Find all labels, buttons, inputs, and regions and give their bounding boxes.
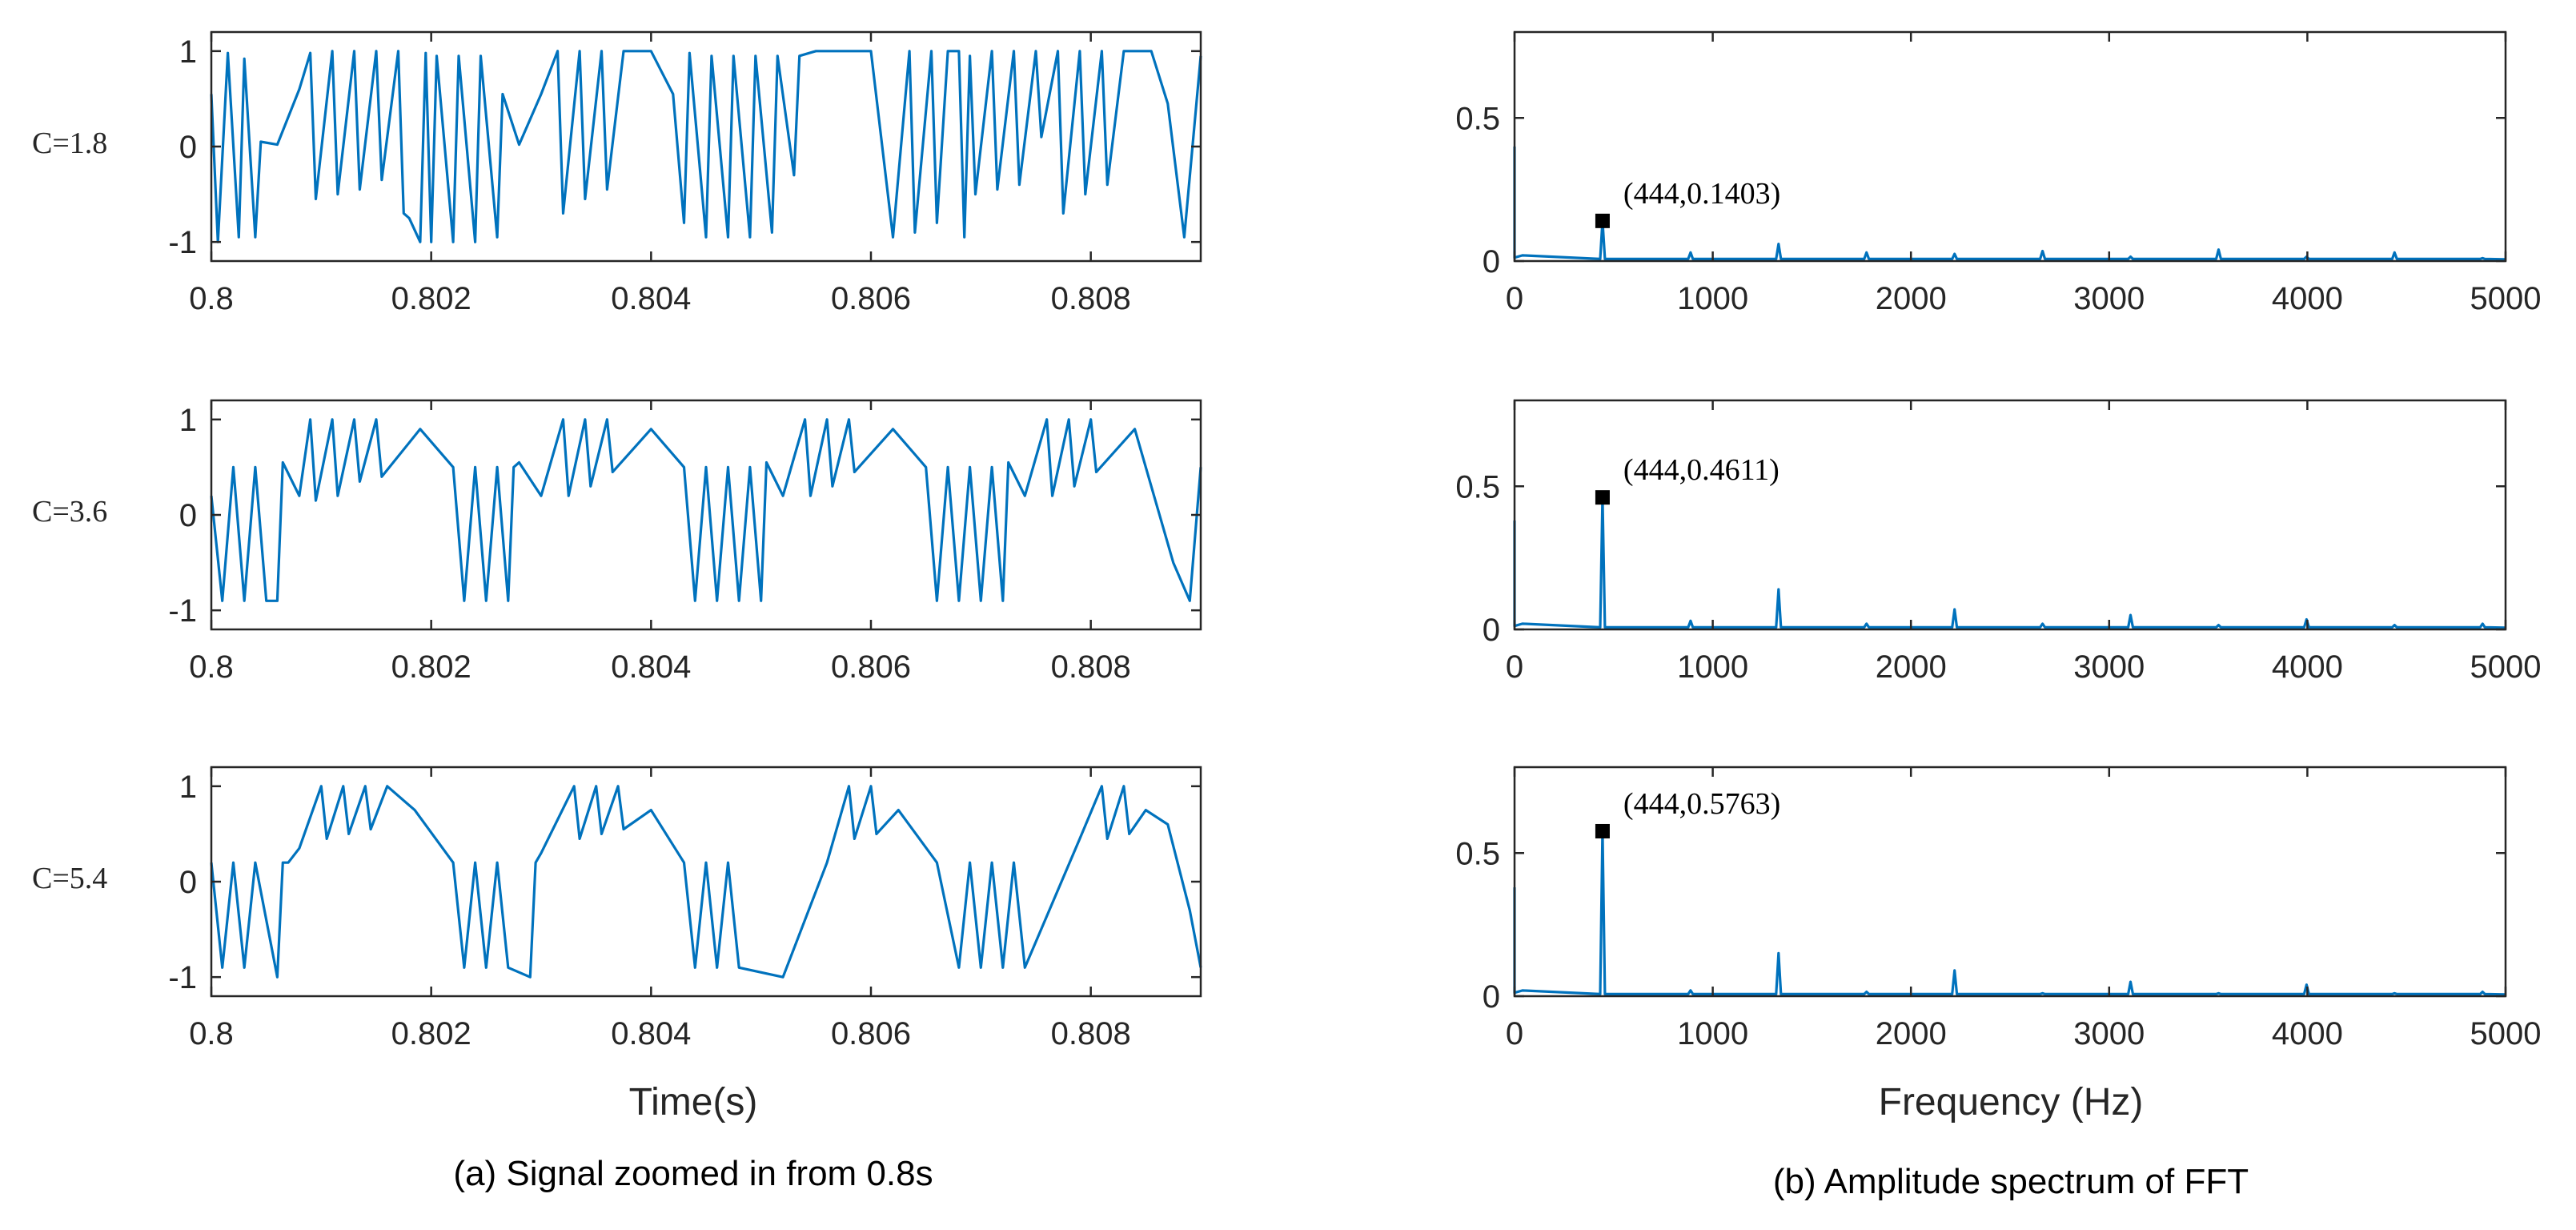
condition-label: C=3.6 xyxy=(32,495,107,529)
y-tick-label: 1 xyxy=(179,34,197,70)
y-tick-label: 0.5 xyxy=(1455,101,1500,136)
x-tick-label: 0.8 xyxy=(189,1016,234,1051)
axes-frame xyxy=(1513,30,2507,263)
x-tick-label: 0.806 xyxy=(831,281,911,316)
signal-line xyxy=(210,785,1202,979)
signal-line xyxy=(210,418,1202,602)
peak-annotation: (444,0.1403) xyxy=(1623,177,1780,211)
peak-marker xyxy=(1595,213,1610,228)
x-tick-label: 0 xyxy=(1506,1016,1523,1051)
x-tick-label: 4000 xyxy=(2272,281,2343,316)
x-tick-label: 0 xyxy=(1506,281,1523,316)
spectrum-line xyxy=(1513,830,2506,996)
x-tick-label: 0.804 xyxy=(611,281,691,316)
y-tick-label: 0.5 xyxy=(1455,469,1500,504)
x-tick-label: 0.802 xyxy=(391,1016,471,1051)
x-tick-label: 1000 xyxy=(1677,649,1748,685)
x-tick-label: 3000 xyxy=(2073,649,2145,685)
peak-marker xyxy=(1595,490,1610,505)
x-tick-label: 1000 xyxy=(1677,1016,1748,1051)
y-tick-label: 0 xyxy=(1483,979,1500,1015)
axes-frame xyxy=(1513,399,2507,631)
condition-label: C=5.4 xyxy=(32,862,107,895)
x-tick-label: 0.808 xyxy=(1051,649,1131,685)
y-tick-label: 0 xyxy=(179,130,197,165)
subplot-2: 0.8 0.802 0.804 0.806 0.808 -1 0 1 C=3.6 xyxy=(32,399,1202,685)
x-tick-label: 0.806 xyxy=(831,649,911,685)
y-tick-label: 0 xyxy=(179,498,197,533)
axes-frame xyxy=(1513,766,2507,998)
peak-annotation: (444,0.4611) xyxy=(1623,453,1780,487)
x-tick-label: 4000 xyxy=(2272,1016,2343,1051)
y-tick-label: 1 xyxy=(179,770,197,805)
condition-label: C=1.8 xyxy=(32,127,107,160)
peak-annotation: (444,0.5763) xyxy=(1623,787,1780,821)
x-tick-label: 2000 xyxy=(1876,281,1947,316)
y-tick-label: 0 xyxy=(1483,613,1500,648)
x-tick-label: 0.804 xyxy=(611,649,691,685)
x-tick-label: 0.8 xyxy=(189,281,234,316)
x-tick-label: 3000 xyxy=(2073,281,2145,316)
frequency-axis-label: Frequency (Hz) xyxy=(1879,1081,2144,1123)
subplot-3: 0.8 0.802 0.804 0.806 0.808 -1 0 1 C=5.4 xyxy=(32,766,1202,1051)
time-axis-label: Time(s) xyxy=(629,1081,758,1123)
subplot-5: 0 1000 2000 3000 4000 5000 0 0.5 (444,0.4611) xyxy=(1455,399,2542,685)
y-tick-label: 0 xyxy=(179,865,197,900)
x-tick-label: 4000 xyxy=(2272,649,2343,685)
y-tick-label: 0.5 xyxy=(1455,836,1500,871)
x-tick-label: 0.802 xyxy=(391,281,471,316)
y-tick-label: -1 xyxy=(168,225,197,260)
x-tick-label: 3000 xyxy=(2073,1016,2145,1051)
spectrum-line xyxy=(1513,496,2506,629)
x-tick-label: 2000 xyxy=(1876,649,1947,685)
caption-left: (a) Signal zoomed in from 0.8s xyxy=(453,1154,933,1193)
x-tick-label: 0.808 xyxy=(1051,281,1131,316)
x-tick-label: 0.802 xyxy=(391,649,471,685)
x-tick-label: 5000 xyxy=(2470,1016,2542,1051)
x-tick-label: 2000 xyxy=(1876,1016,1947,1051)
x-tick-label: 0 xyxy=(1506,649,1523,685)
x-tick-label: 0.804 xyxy=(611,1016,691,1051)
spectrum-line xyxy=(1513,147,2506,261)
x-tick-label: 0.808 xyxy=(1051,1016,1131,1051)
subplot-1: 0.8 0.802 0.804 0.806 0.808 -1 0 1 C=1.8 xyxy=(32,30,1202,316)
y-tick-label: -1 xyxy=(168,593,197,629)
x-tick-label: 0.8 xyxy=(189,649,234,685)
x-tick-label: 1000 xyxy=(1677,281,1748,316)
axes-frame xyxy=(210,399,1202,631)
y-tick-label: 0 xyxy=(1483,244,1500,279)
peak-marker xyxy=(1595,823,1610,838)
y-tick-label: 1 xyxy=(179,403,197,438)
y-tick-label: -1 xyxy=(168,960,197,995)
x-tick-label: 5000 xyxy=(2470,649,2542,685)
signal-line xyxy=(210,50,1202,243)
x-tick-label: 0.806 xyxy=(831,1016,911,1051)
x-tick-label: 5000 xyxy=(2470,281,2542,316)
caption-right: (b) Amplitude spectrum of FFT xyxy=(1773,1162,2249,1201)
subplot-6: 0 1000 2000 3000 4000 5000 0 0.5 (444,0.5763) xyxy=(1455,766,2542,1051)
subplot-4: 0 1000 2000 3000 4000 5000 0 0.5 (444,0.1403) xyxy=(1455,30,2542,316)
